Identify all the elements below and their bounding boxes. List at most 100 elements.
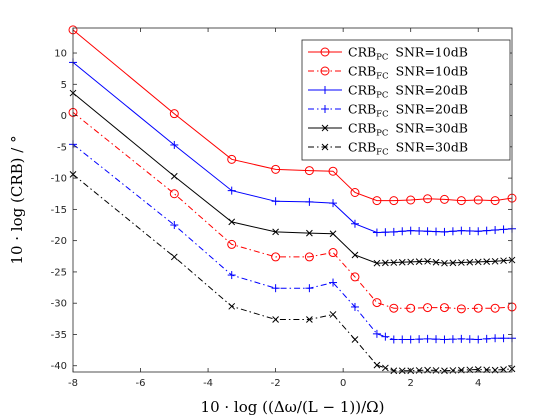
circle-marker <box>227 154 237 164</box>
plus-marker <box>381 228 390 237</box>
plus-marker <box>457 334 466 343</box>
plus-marker <box>465 226 474 235</box>
plus-marker <box>321 105 329 113</box>
x-tick-label: -6 <box>136 378 146 389</box>
plus-marker <box>415 226 424 235</box>
y-tick-label: 10 <box>54 49 67 60</box>
circle-marker <box>406 303 416 313</box>
cross-marker <box>424 257 431 265</box>
cross-marker <box>415 367 423 374</box>
plus-marker <box>350 302 359 311</box>
plus-marker <box>321 86 329 94</box>
circle-marker <box>406 195 416 205</box>
cross-marker <box>474 258 482 266</box>
cross-marker <box>329 311 337 318</box>
cross-marker <box>441 259 448 267</box>
plus-marker <box>305 284 314 293</box>
y-tick-label: -5 <box>57 142 67 153</box>
y-tick-label: -35 <box>51 330 67 341</box>
circle-marker <box>304 252 314 262</box>
circle-marker <box>271 252 281 262</box>
circle-marker <box>490 303 500 313</box>
cross-marker <box>228 302 236 310</box>
cross-marker <box>466 258 474 266</box>
series-4 <box>69 140 516 344</box>
plus-marker <box>499 334 508 343</box>
cross-marker <box>415 258 423 265</box>
x-tick-label: -2 <box>271 378 281 389</box>
circle-marker <box>227 239 237 249</box>
circle-marker <box>169 189 179 199</box>
circle-marker <box>456 196 466 206</box>
plus-marker <box>372 228 381 237</box>
legend-label: CRBFC SNR=10dB <box>348 64 468 82</box>
circle-marker <box>490 196 500 206</box>
x-tick-label: 0 <box>340 378 346 389</box>
series-markers <box>69 58 516 237</box>
cross-marker <box>483 258 491 265</box>
y-tick-label: -40 <box>51 361 67 372</box>
cross-marker <box>398 367 406 375</box>
cross-marker <box>228 218 236 226</box>
circle-marker <box>439 194 449 204</box>
plus-marker <box>440 227 449 236</box>
plus-marker <box>423 334 432 343</box>
plus-marker <box>170 140 179 149</box>
circle-marker <box>389 196 399 206</box>
series-markers <box>68 107 517 314</box>
circle-marker <box>320 47 330 57</box>
x-tick-label: 4 <box>475 378 481 389</box>
circle-marker <box>350 272 360 282</box>
plus-marker <box>227 271 236 280</box>
cross-marker <box>398 258 406 266</box>
series-line <box>72 143 512 341</box>
y-axis-label: 10 · log (CRB) / ° <box>8 135 26 264</box>
cross-marker <box>407 258 415 266</box>
plus-marker <box>329 278 338 287</box>
circle-marker <box>372 196 382 206</box>
cross-marker <box>351 251 359 259</box>
circle-marker <box>456 304 466 314</box>
cross-marker <box>170 253 178 261</box>
cross-marker <box>329 230 337 238</box>
y-tick-label: -20 <box>51 236 67 247</box>
circle-marker <box>372 298 382 308</box>
series-2 <box>68 107 517 314</box>
cross-marker <box>170 172 178 180</box>
circle-marker <box>473 303 483 313</box>
x-tick-label: -8 <box>68 378 78 389</box>
plus-marker <box>415 335 424 344</box>
y-tick-label: -10 <box>51 174 67 185</box>
cross-marker <box>449 367 457 374</box>
legend-box <box>301 39 511 161</box>
y-tick-label: 0 <box>61 111 67 122</box>
plus-marker <box>474 227 483 236</box>
legend-label: CRBPC SNR=20dB <box>348 83 468 101</box>
plot-area-frame <box>72 27 513 373</box>
plus-marker <box>381 332 390 341</box>
plus-marker <box>491 334 500 343</box>
plus-marker <box>482 334 491 343</box>
legend-entry-2: CRBFC SNR=10dB <box>308 64 468 82</box>
series-line <box>72 29 513 202</box>
cross-marker <box>351 336 359 343</box>
cross-marker <box>390 367 398 375</box>
series-line <box>72 174 513 372</box>
plus-marker <box>406 335 415 344</box>
plus-marker <box>491 226 500 235</box>
cross-marker <box>321 143 329 151</box>
legend-entry-5: CRBPC SNR=30dB <box>308 121 468 139</box>
x-axis-label: 10 · log ((Δω/(L − 1))/Ω) <box>201 398 385 416</box>
plus-marker <box>465 335 474 344</box>
plus-marker <box>474 335 483 344</box>
legend-entry-4: CRBFC SNR=20dB <box>308 102 468 120</box>
plus-marker <box>448 227 457 236</box>
cross-marker <box>373 259 381 267</box>
plus-marker <box>398 335 407 344</box>
cross-marker <box>432 258 440 266</box>
legend-label: CRBPC SNR=30dB <box>348 121 468 139</box>
cross-marker <box>306 316 313 323</box>
